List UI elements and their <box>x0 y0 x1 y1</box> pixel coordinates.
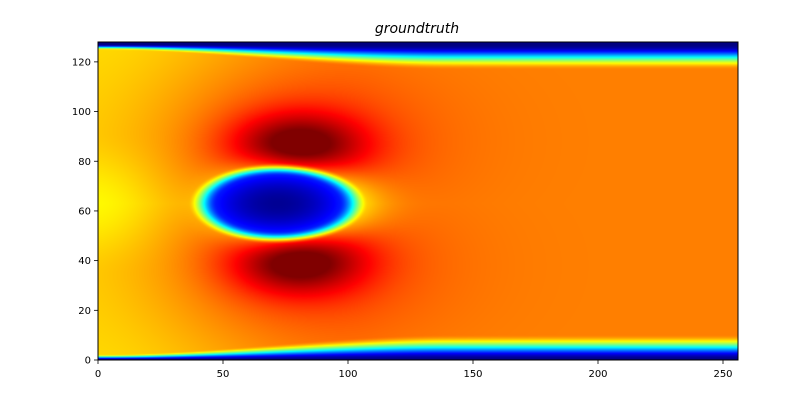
y-tick-label: 60 <box>78 206 91 217</box>
x-tick-label: 150 <box>463 369 482 380</box>
y-axis: 0 20 40 60 80 100 120 <box>72 57 98 367</box>
x-tick-label: 200 <box>588 369 607 380</box>
y-tick-label: 120 <box>72 57 91 68</box>
x-tick-label: 100 <box>338 369 357 380</box>
x-tick-label: 250 <box>713 369 732 380</box>
y-tick-label: 100 <box>72 107 91 118</box>
x-axis: 0 50 100 150 200 250 <box>95 360 733 380</box>
y-tick-label: 20 <box>78 306 91 317</box>
plot-frame <box>97 41 739 361</box>
y-tick-label: 80 <box>78 157 91 168</box>
x-tick-label: 0 <box>95 369 101 380</box>
x-tick-label: 50 <box>217 369 230 380</box>
y-tick-label: 40 <box>78 256 91 267</box>
heatmap-plot-area <box>97 41 739 361</box>
y-tick-label: 0 <box>85 356 91 367</box>
heatmap-canvas <box>98 42 738 360</box>
chart-title: groundtruth <box>375 21 459 37</box>
